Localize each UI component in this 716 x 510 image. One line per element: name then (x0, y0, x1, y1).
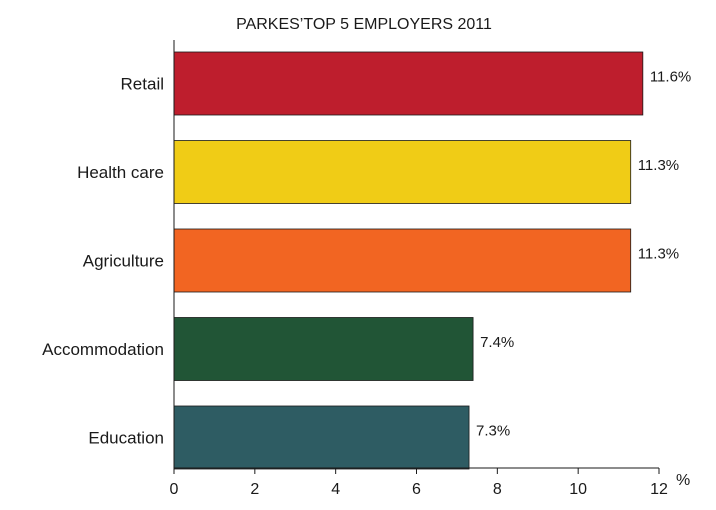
category-label-agriculture: Agriculture (83, 252, 164, 271)
x-tick-label-0: 0 (170, 481, 179, 498)
x-tick-label-10: 10 (569, 481, 587, 498)
bars-layer: Retail 11.6% Health care 11.3% Agriculture 11… (42, 51, 691, 470)
bar-retail (173, 51, 644, 116)
x-tick-label-4: 4 (331, 481, 340, 498)
x-tick-label-12: 12 (650, 481, 668, 498)
bar-accommodation (173, 317, 474, 381)
x-axis-unit-label: % (676, 472, 690, 489)
x-tick-label-8: 8 (493, 481, 502, 498)
x-tick-label-2: 2 (250, 481, 259, 498)
chart-title: PARKES’TOP 5 EMPLOYERS 2011 (236, 16, 492, 33)
axis-layer: 0 2 4 6 8 10 12% (170, 40, 690, 498)
value-label-retail: 11.6% (650, 69, 691, 86)
bar-health-care (173, 140, 632, 204)
bar-education (173, 405, 470, 470)
value-label-education: 7.3% (476, 423, 510, 440)
value-label-accommodation: 7.4% (480, 334, 514, 351)
category-label-retail: Retail (121, 75, 164, 94)
value-label-health-care: 11.3% (638, 157, 679, 174)
bar-agriculture (173, 228, 632, 293)
x-tick-label-6: 6 (412, 481, 421, 498)
category-label-health-care: Health care (77, 163, 164, 182)
category-label-education: Education (88, 429, 164, 448)
category-label-accommodation: Accommodation (42, 340, 164, 359)
value-label-agriculture: 11.3% (638, 246, 679, 263)
